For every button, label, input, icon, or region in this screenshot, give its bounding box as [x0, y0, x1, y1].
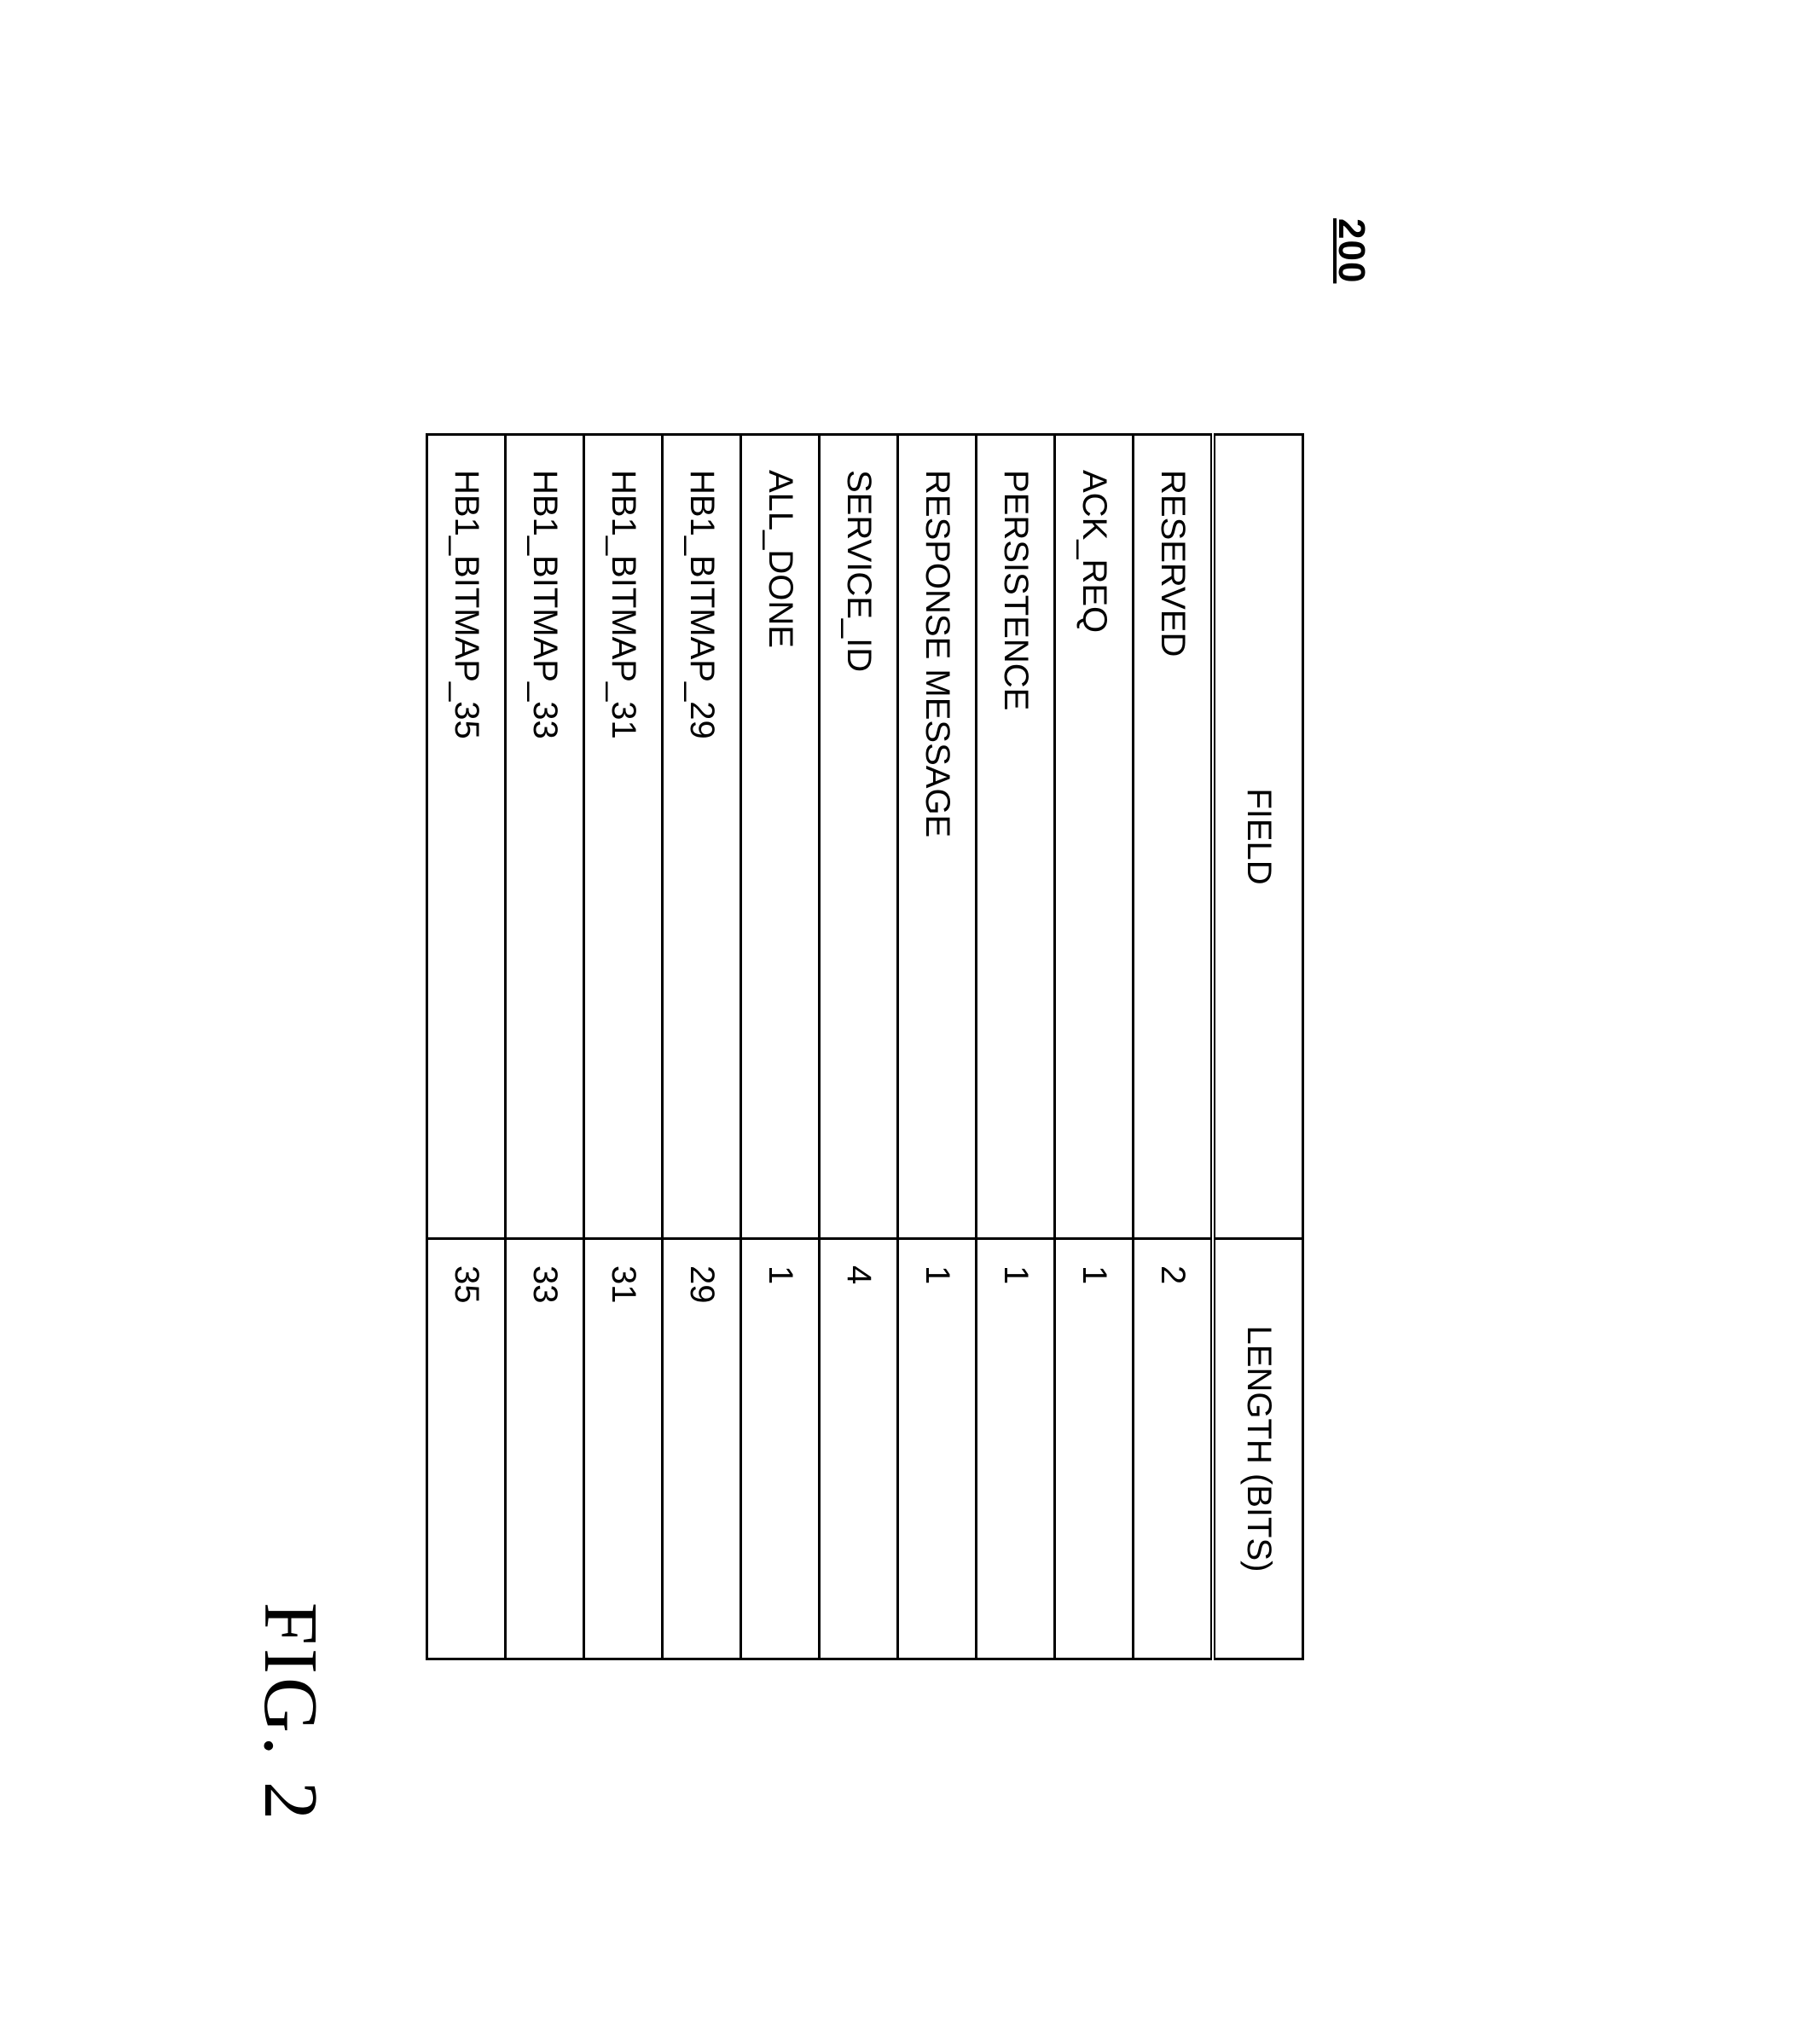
table-row: RESERVED 2 — [1134, 435, 1214, 1659]
cell-field: HB1_BITMAP_33 — [506, 435, 584, 1239]
table-row: PERSISTENCE 1 — [977, 435, 1055, 1659]
cell-length: 2 — [1134, 1239, 1214, 1659]
cell-length: 1 — [741, 1239, 820, 1659]
table-row: HB1_BITMAP_31 31 — [584, 435, 663, 1659]
cell-length: 29 — [663, 1239, 741, 1659]
table-header: FIELD LENGTH (BITS) — [1213, 435, 1303, 1659]
cell-length: 1 — [1055, 1239, 1134, 1659]
rotated-content: 200 FIELD LENGTH (BITS) RESERVED 2 ACK_R… — [426, 211, 1372, 1832]
figure-label: FIG. 2 — [246, 1602, 334, 1823]
cell-field: RESERVED — [1134, 435, 1214, 1239]
cell-length: 33 — [506, 1239, 584, 1659]
cell-field: HB1_BITMAP_31 — [584, 435, 663, 1239]
cell-field: RESPONSE MESSAGE — [898, 435, 977, 1239]
col-header-field: FIELD — [1213, 435, 1303, 1239]
table-header-row: FIELD LENGTH (BITS) — [1213, 435, 1303, 1659]
cell-length: 1 — [898, 1239, 977, 1659]
table-row: HB1_BITMAP_29 29 — [663, 435, 741, 1659]
field-length-table: FIELD LENGTH (BITS) RESERVED 2 ACK_REQ 1… — [426, 433, 1304, 1660]
reference-number: 200 — [1330, 218, 1372, 1832]
cell-field: ACK_REQ — [1055, 435, 1134, 1239]
table-row: HB1_BITMAP_33 33 — [506, 435, 584, 1659]
cell-length: 35 — [427, 1239, 506, 1659]
table-row: ACK_REQ 1 — [1055, 435, 1134, 1659]
page: 200 FIELD LENGTH (BITS) RESERVED 2 ACK_R… — [0, 0, 1798, 2044]
cell-field: HB1_BITMAP_35 — [427, 435, 506, 1239]
inner-content: 200 FIELD LENGTH (BITS) RESERVED 2 ACK_R… — [426, 211, 1372, 1832]
table-row: RESPONSE MESSAGE 1 — [898, 435, 977, 1659]
cell-field: HB1_BITMAP_29 — [663, 435, 741, 1239]
table-row: ALL_DONE 1 — [741, 435, 820, 1659]
table-body: RESERVED 2 ACK_REQ 1 PERSISTENCE 1 RESPO… — [427, 435, 1214, 1659]
table-row: SERVICE_ID 4 — [820, 435, 898, 1659]
cell-field: PERSISTENCE — [977, 435, 1055, 1239]
cell-length: 1 — [977, 1239, 1055, 1659]
table-row: HB1_BITMAP_35 35 — [427, 435, 506, 1659]
cell-field: ALL_DONE — [741, 435, 820, 1239]
cell-length: 31 — [584, 1239, 663, 1659]
cell-field: SERVICE_ID — [820, 435, 898, 1239]
col-header-length: LENGTH (BITS) — [1213, 1239, 1303, 1659]
cell-length: 4 — [820, 1239, 898, 1659]
